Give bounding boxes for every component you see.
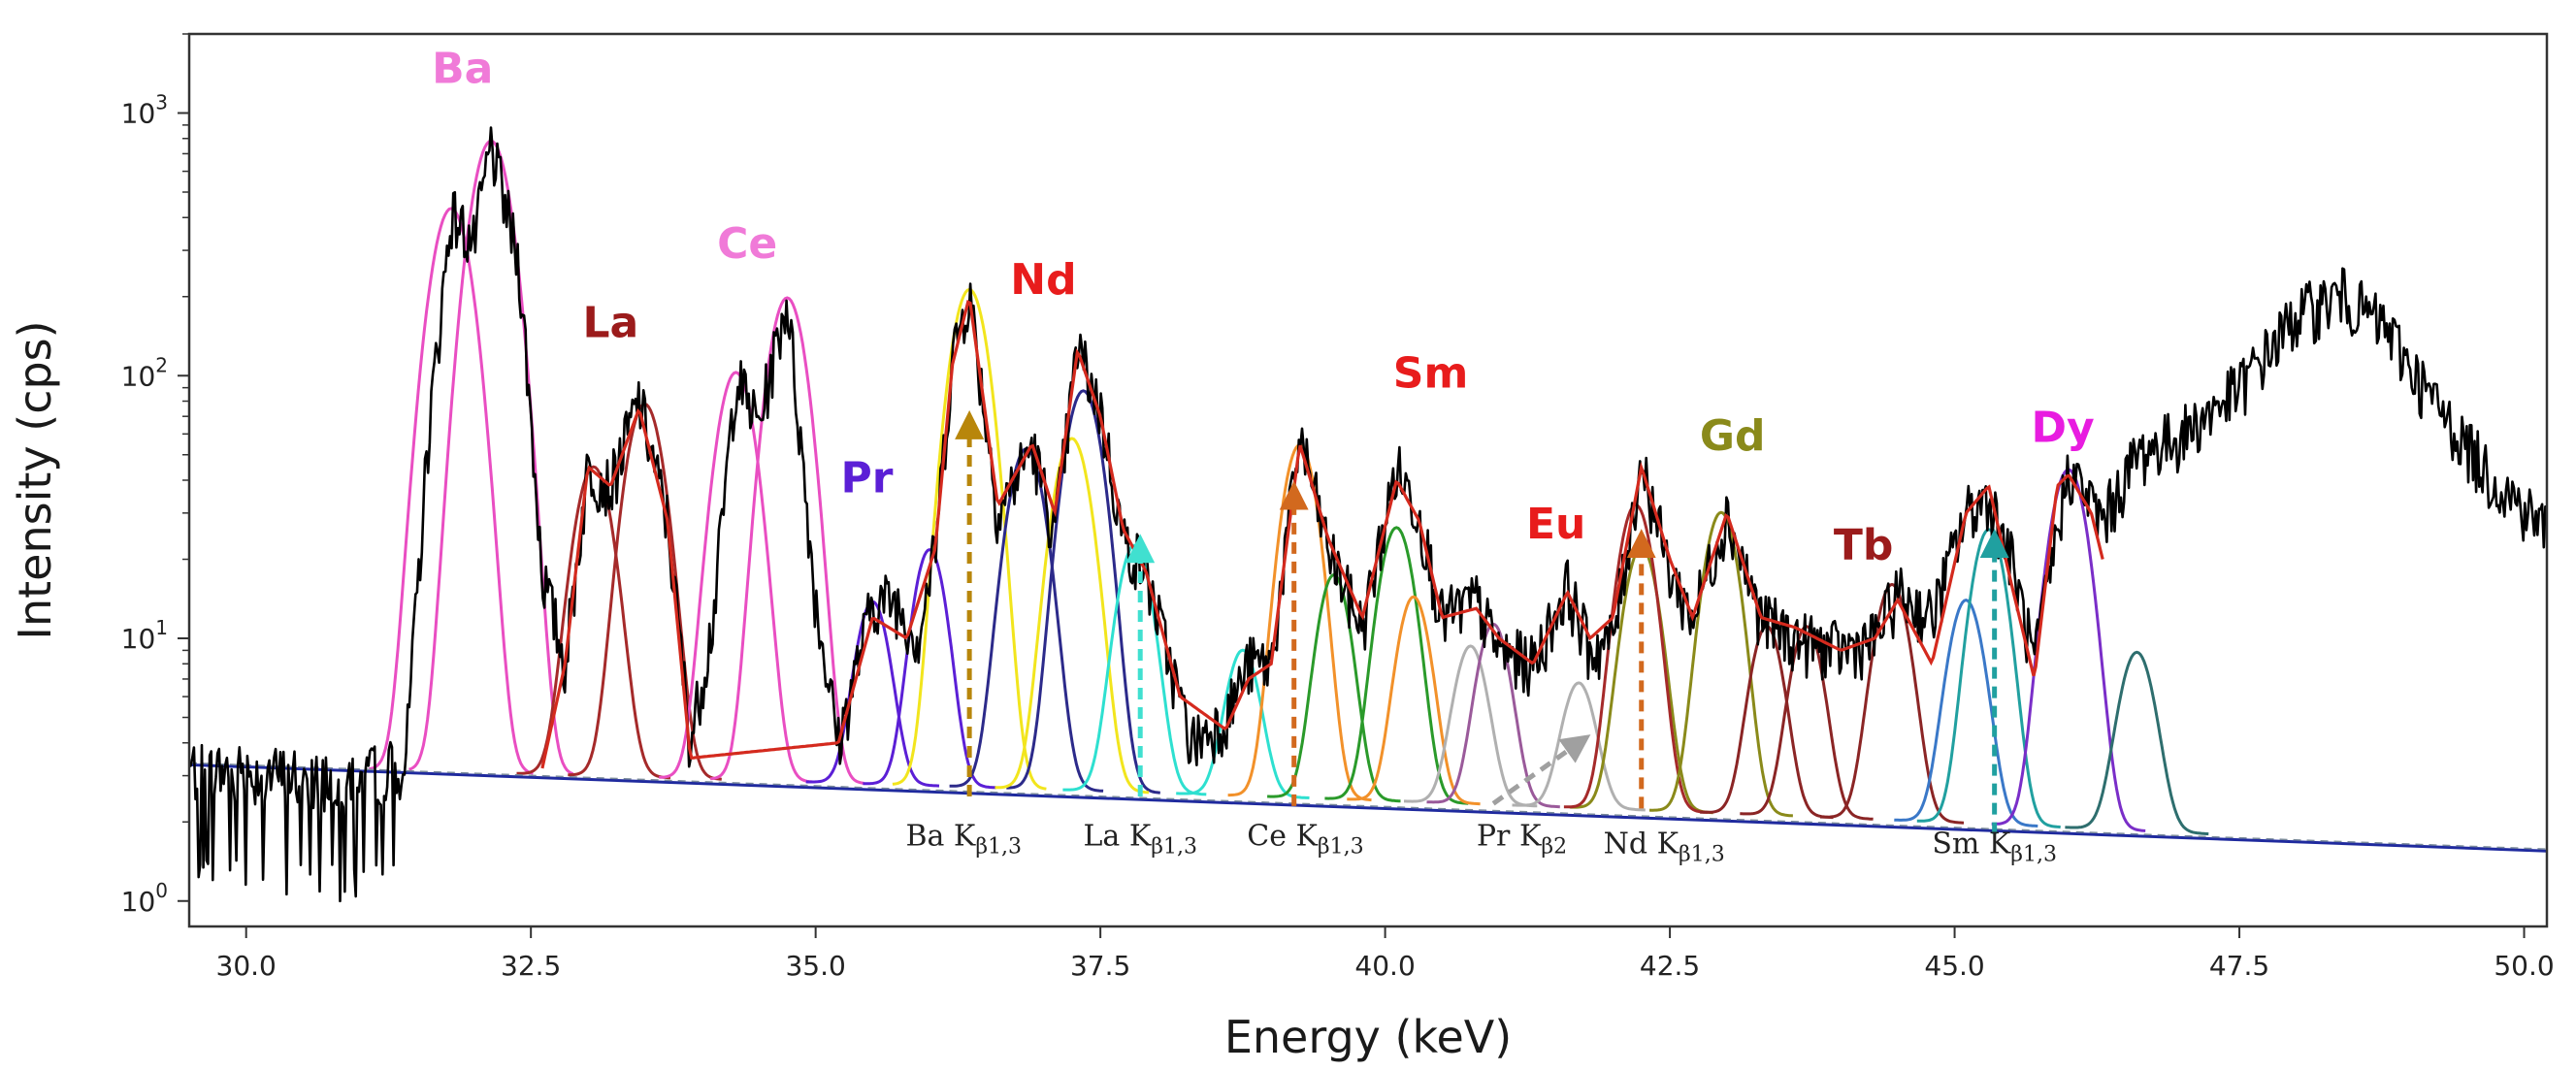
fit-peak [1324,526,1469,805]
element-label: Tb [1834,521,1894,570]
fit-peak [1006,389,1160,795]
fit-peak [659,371,813,784]
x-tick-label: 47.5 [2209,950,2269,982]
background-line [189,763,2547,853]
total-fit-curve [540,300,2104,769]
x-tick-label: 35.0 [785,950,845,982]
transition-label: Sm Kβ1,3 [1932,828,2057,867]
x-tick-label: 30.0 [216,950,277,982]
annotations: Ba La Ce Pr Nd Sm Eu Gd Tb Dy Ba Kβ1,3 La Kβ1,3 Ce K… [432,45,2095,867]
element-label: Sm [1393,349,1469,399]
fit-peak [1176,648,1310,799]
transition-label: La Kβ1,3 [1083,819,1196,859]
element-label: Eu [1526,500,1585,549]
y-axis-title: Intensity (cps) [9,320,61,639]
ticks: 30.0 32.5 35.0 37.5 40.0 42.5 45.0 47.5 50.0 100 1… [121,33,2555,982]
fit-peak [1916,528,2061,829]
y-tick-label: 102 [121,353,168,392]
x-tick-label: 32.5 [501,950,561,982]
fit-peak [2065,650,2209,836]
y-tick-label: 100 [121,879,168,918]
axes-frame [187,32,2549,928]
element-label: Ba [432,45,493,94]
element-label: Dy [2031,403,2094,452]
x-tick-label: 37.5 [1070,950,1130,982]
element-label: Nd [1010,255,1076,305]
fit-peak [369,207,534,775]
fit-peak [863,547,996,790]
fit-peak [1512,681,1646,812]
x-tick-label: 40.0 [1354,950,1415,982]
y-tick-label: 103 [121,91,168,130]
x-tick-label: 50.0 [2494,950,2554,982]
element-label: Pr [841,453,894,503]
element-label: Gd [1700,411,1766,461]
fit-peak [1347,595,1481,806]
plot-area [189,126,2547,903]
transition-label: Pr Kβ2 [1477,819,1567,859]
measured-spectrum [189,126,2547,903]
x-tick-label: 45.0 [1924,950,1984,982]
y-tick-label: 101 [121,616,168,655]
transition-label: Ce Kβ1,3 [1247,819,1363,859]
fit-peak [1404,644,1538,808]
fit-peak [516,465,671,780]
fit-peak [995,437,1150,795]
x-axis-title: Energy (keV) [1224,1011,1512,1063]
fit-peak [1894,599,2038,828]
background-line-dashed [189,762,2547,850]
element-label: Ce [717,219,777,269]
transition-label: Ba Kβ1,3 [905,819,1022,859]
fit-peak [710,296,864,785]
x-tick-label: 42.5 [1640,950,1700,982]
transition-label: Nd Kβ1,3 [1604,828,1725,867]
transition-arrow [1491,734,1591,806]
element-label: La [582,299,638,348]
